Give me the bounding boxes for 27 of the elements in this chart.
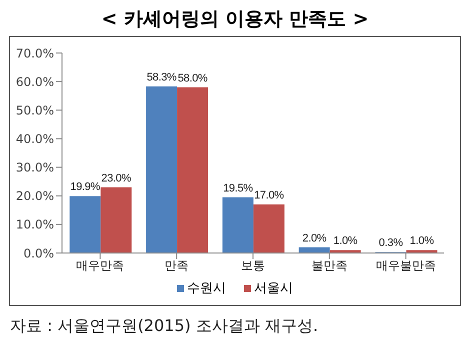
data-label: 0.3% — [378, 237, 404, 250]
y-tick-label: 10.0% — [16, 218, 54, 232]
x-tick-label: 불만족 — [311, 258, 348, 273]
text: 자료 : 서울연구원(2015) 조사결과 재구성. — [10, 316, 318, 337]
y-tick-label: 50.0% — [16, 103, 54, 118]
data-label: 19.5% — [223, 182, 254, 194]
data-label: 2.0% — [302, 232, 327, 244]
data-label: 1.0% — [333, 235, 358, 248]
data-label: 58.0% — [178, 72, 208, 84]
legend-label: 수원시 — [186, 280, 226, 297]
y-tick-label: 30.0% — [16, 160, 54, 175]
y-tick-label: 60.0% — [16, 74, 54, 89]
y-tick-label: 40.0% — [16, 132, 54, 146]
chart-title: < 카셰어링의 이용자 만족도 > — [100, 7, 370, 32]
legend-label: 서울시 — [253, 280, 293, 297]
y-tick-label: 70.0% — [16, 46, 54, 60]
x-tick-label: 매우불만족 — [376, 258, 436, 273]
y-tick-label: 20.0% — [16, 189, 54, 204]
data-label: 19.9% — [70, 181, 100, 194]
data-label: 17.0% — [254, 189, 284, 202]
x-tick-label: 보통 — [241, 258, 265, 273]
x-tick-label: 매우만족 — [76, 258, 124, 273]
data-label: 58.3% — [146, 71, 177, 84]
data-label: 1.0% — [410, 235, 434, 248]
y-tick-label: 0.0% — [24, 246, 54, 260]
x-tick-label: 만족 — [164, 258, 189, 273]
data-label: 23.0% — [101, 172, 132, 184]
